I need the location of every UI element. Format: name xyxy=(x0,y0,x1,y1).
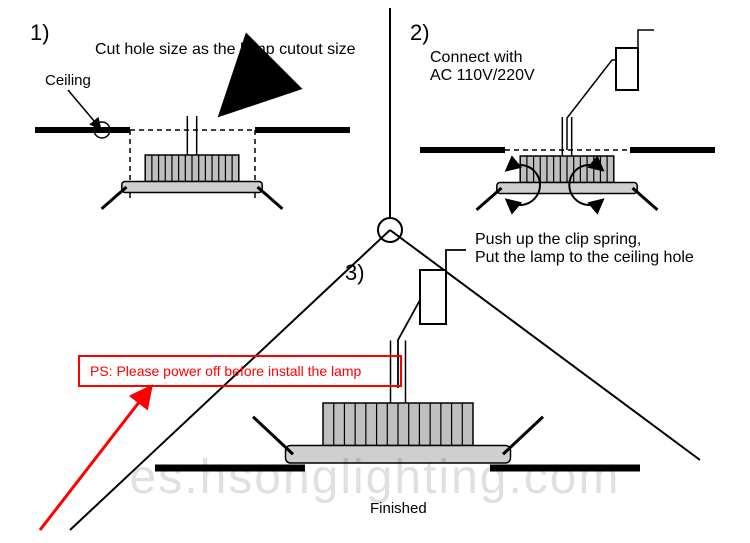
warning-box: PS: Please power off before install the … xyxy=(78,355,402,387)
step2-caption-a: Push up the clip spring, xyxy=(475,230,641,249)
finished-label: Finished xyxy=(370,500,427,518)
step2-caption-b: Put the lamp to the ceiling hole xyxy=(475,248,694,267)
ceiling-label: Ceiling xyxy=(45,72,91,90)
step3-number: 3) xyxy=(345,260,365,286)
step1-text: Cut hole size as the lamp cutout size xyxy=(95,40,356,59)
diagram-stage: 1) 2) 3) Cut hole size as the lamp cutou… xyxy=(0,0,750,543)
step2-number: 2) xyxy=(410,20,430,46)
diagram-svg xyxy=(0,0,750,543)
step1-number: 1) xyxy=(30,20,50,46)
warning-text: PS: Please power off before install the … xyxy=(90,363,361,379)
step2-text-a: Connect with xyxy=(430,48,523,67)
step2-text-b: AC 110V/220V xyxy=(430,66,535,85)
